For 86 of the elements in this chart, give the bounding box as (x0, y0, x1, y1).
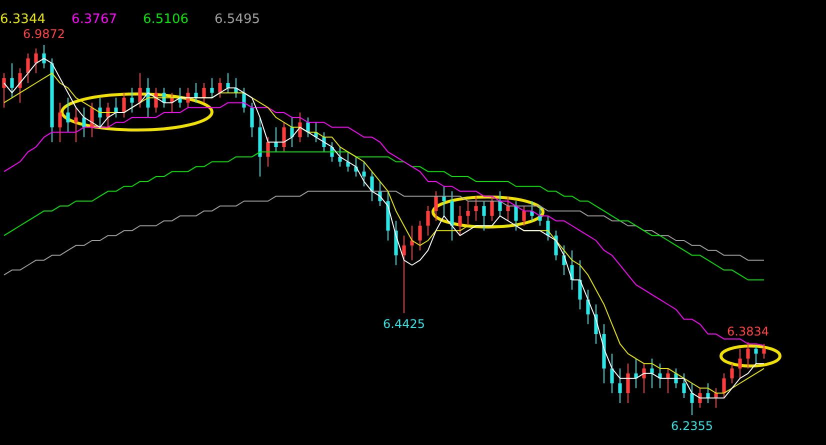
candlestick (226, 72, 230, 94)
candlestick (202, 82, 206, 104)
candlestick (138, 72, 142, 108)
candlestick (722, 372, 726, 399)
text: 6.5495 (214, 12, 260, 27)
candlestick (642, 363, 646, 394)
candlestick (738, 348, 742, 379)
candlestick (626, 363, 630, 404)
candlestick (498, 190, 502, 216)
candlestick (490, 196, 494, 222)
candlestick (506, 196, 510, 222)
text: 6.3767 (72, 12, 117, 27)
candlestick (210, 78, 214, 98)
candlestick (482, 200, 486, 232)
candlestick (66, 97, 70, 133)
candlestick (402, 235, 406, 314)
candlestick (82, 107, 86, 138)
candlestick (114, 97, 118, 118)
candlestick (274, 126, 278, 152)
text: 6.3344 (0, 12, 46, 27)
annotation: 6.9872 (23, 27, 65, 42)
candlestick (522, 206, 526, 226)
candlestick (658, 363, 662, 389)
candlestick (698, 388, 702, 408)
candlestick (466, 200, 470, 226)
candlestick (762, 343, 766, 360)
text: 6.5106 (143, 12, 188, 27)
annotation: 6.4425 (383, 317, 425, 332)
candlestick (346, 151, 350, 172)
candlestick (290, 116, 294, 148)
candlestick (746, 342, 750, 369)
candlestick (426, 206, 430, 236)
candlestick (562, 244, 566, 276)
candlestick (706, 382, 710, 404)
candlestick (58, 102, 62, 143)
candlestick (418, 220, 422, 251)
candlestick (74, 107, 78, 143)
candlestick (130, 87, 134, 114)
candlestick (282, 122, 286, 152)
candlestick (306, 116, 310, 138)
candlestick (34, 48, 38, 74)
candlestick (42, 44, 46, 69)
annotation: 6.2355 (671, 419, 713, 434)
candlestick (370, 171, 374, 202)
candlestick (362, 161, 366, 187)
candlestick (666, 368, 670, 394)
candlestick (18, 68, 22, 104)
candlestick (242, 87, 246, 114)
candlestick (610, 353, 614, 394)
candlestick (186, 87, 190, 108)
candlestick (194, 82, 198, 104)
candlestick (2, 72, 6, 108)
candlestick (634, 358, 638, 389)
candlestick (514, 200, 518, 232)
candlestick (714, 388, 718, 408)
candlestick (554, 230, 558, 261)
candlestick (650, 358, 654, 389)
candlestick (570, 250, 574, 290)
candlestick (442, 186, 446, 216)
candlestick (578, 260, 582, 310)
candlestick (730, 363, 734, 384)
candlestick (106, 102, 110, 128)
candlestick (682, 372, 686, 399)
candlestick (618, 368, 622, 404)
candlestick (754, 346, 758, 364)
candlestick (298, 112, 302, 143)
candlestick (338, 146, 342, 168)
candlestick (266, 136, 270, 168)
candlestick (250, 102, 254, 138)
candlestick (122, 92, 126, 118)
candlestick (458, 206, 462, 236)
candlestick (154, 87, 158, 114)
candlestick (410, 225, 414, 261)
candlestick (98, 97, 102, 128)
candlestick (538, 206, 542, 226)
candlestick (690, 382, 694, 416)
candlestick (474, 196, 478, 222)
candlestick (10, 62, 14, 98)
candlestick (434, 190, 438, 222)
candlestick (90, 102, 94, 138)
candlestick (26, 52, 30, 84)
candlestick (530, 200, 534, 222)
candlestick (146, 78, 150, 118)
candlestick (218, 78, 222, 98)
annotation: 6.3834 (727, 324, 769, 338)
candlestick (586, 289, 590, 325)
